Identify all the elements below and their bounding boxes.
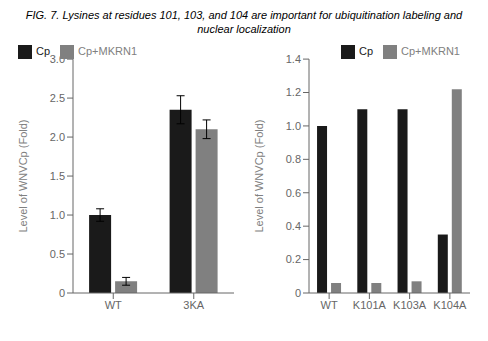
svg-text:0.6: 0.6 [286, 187, 301, 199]
svg-text:K103A: K103A [393, 299, 427, 311]
html-text:Cp+MKRN1: Cp+MKRN1 [78, 45, 138, 57]
svg-text:0: 0 [295, 287, 301, 299]
html-text:Cp: Cp [358, 45, 373, 57]
svg-text:2.0: 2.0 [50, 131, 65, 143]
svg-text:Level of WNVCp (Fold): Level of WNVCp (Fold) [17, 120, 29, 233]
svg-text:K104A: K104A [433, 299, 467, 311]
svg-text:1.0: 1.0 [286, 120, 301, 132]
svg-text:1.4: 1.4 [286, 53, 301, 65]
svg-text:2.5: 2.5 [50, 92, 65, 104]
svg-text:0.2: 0.2 [286, 253, 301, 265]
svg-text:0: 0 [59, 287, 65, 299]
svg-text:1.0: 1.0 [50, 209, 65, 221]
svg-text:0.4: 0.4 [286, 220, 301, 232]
html-text:FIG. 7. Lysines at residues 10: FIG. 7. Lysines at residues 101, 103, an… [25, 9, 463, 35]
svg-text:1.5: 1.5 [50, 170, 65, 182]
svg-text:Level of WNVCp (Fold): Level of WNVCp (Fold) [253, 120, 265, 233]
html-text:Cp: Cp [36, 45, 51, 57]
svg-text:0.5: 0.5 [50, 248, 65, 260]
svg-text:WT: WT [321, 299, 338, 311]
svg-text:0.8: 0.8 [286, 153, 301, 165]
svg-text:K101A: K101A [353, 299, 387, 311]
svg-text:3KA: 3KA [183, 299, 204, 311]
svg-text:3.0: 3.0 [50, 53, 65, 65]
svg-text:1.2: 1.2 [286, 86, 301, 98]
svg-text:WT: WT [105, 299, 122, 311]
html-text:Cp+MKRN1: Cp+MKRN1 [401, 45, 460, 57]
